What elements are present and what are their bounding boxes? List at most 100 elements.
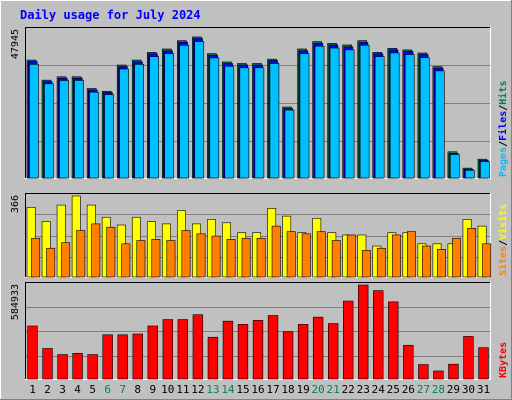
bar-kbytes-day-13 bbox=[207, 336, 219, 380]
bar-kbytes-day-3 bbox=[57, 354, 68, 380]
bar-sites-day-14 bbox=[226, 239, 236, 278]
y-max-label: 584933 bbox=[10, 284, 21, 320]
series-label-kbytes: KBytes bbox=[498, 342, 509, 378]
bar-sites-day-1 bbox=[31, 237, 41, 278]
day-label-23: 23 bbox=[357, 383, 370, 396]
bar-sites-day-24 bbox=[376, 247, 386, 278]
bar-kbytes-day-24 bbox=[373, 290, 384, 380]
bar-sites-day-16 bbox=[256, 237, 266, 278]
bar-kbytes-day-31 bbox=[478, 347, 489, 380]
bar-sites-day-23 bbox=[361, 250, 371, 278]
day-label-1: 1 bbox=[29, 383, 36, 396]
bar-pages-day-7 bbox=[119, 68, 129, 179]
day-label-4: 4 bbox=[74, 383, 81, 396]
bar-kbytes-day-20 bbox=[312, 316, 324, 380]
y-max-label: 366 bbox=[10, 195, 21, 213]
bar-kbytes-day-16 bbox=[252, 320, 264, 380]
bar-pages-day-26 bbox=[404, 54, 415, 179]
series-axis-label: Sites/Visits bbox=[497, 204, 509, 276]
day-label-10: 10 bbox=[161, 383, 174, 396]
bar-pages-day-16 bbox=[254, 67, 265, 179]
series-axis-label: KBytes bbox=[498, 342, 509, 378]
bar-sites-day-18 bbox=[286, 231, 296, 278]
day-label-17: 17 bbox=[266, 383, 279, 396]
bar-sites-day-11 bbox=[181, 230, 191, 278]
bar-kbytes-day-30 bbox=[463, 336, 474, 380]
bar-kbytes-day-10 bbox=[162, 319, 173, 380]
bar-sites-day-31 bbox=[482, 243, 492, 278]
bar-sites-day-21 bbox=[331, 240, 341, 278]
bar-pages-day-30 bbox=[465, 169, 475, 179]
bar-kbytes-day-18 bbox=[282, 331, 294, 380]
bar-pages-day-23 bbox=[359, 44, 370, 179]
bar-kbytes-day-27 bbox=[418, 364, 429, 380]
day-label-15: 15 bbox=[236, 383, 249, 396]
bar-pages-day-5 bbox=[89, 91, 99, 179]
bar-sites-day-20 bbox=[316, 231, 326, 278]
bar-sites-day-3 bbox=[61, 242, 71, 278]
kbytes-panel: 584933 KBytes bbox=[10, 282, 509, 380]
bar-kbytes-day-26 bbox=[403, 344, 414, 380]
day-label-26: 26 bbox=[402, 383, 415, 396]
day-label-14: 14 bbox=[221, 383, 235, 396]
day-label-27: 27 bbox=[417, 383, 430, 396]
bar-pages-day-27 bbox=[419, 57, 430, 179]
day-label-29: 29 bbox=[447, 383, 460, 396]
bar-kbytes-day-21 bbox=[327, 323, 339, 380]
bar-kbytes-day-14 bbox=[222, 320, 234, 380]
day-labels: 1 2 3 4 5 6 7 8 9 10 11 12 13 14 15 16 17 18 19 20 21 22 23 24 2… bbox=[29, 383, 490, 396]
bar-kbytes-day-15 bbox=[237, 324, 249, 380]
bar-pages-day-21 bbox=[329, 47, 340, 179]
day-label-25: 25 bbox=[387, 383, 400, 396]
bar-sites-day-7 bbox=[121, 243, 131, 278]
series-label-separator: / bbox=[498, 105, 509, 111]
bar-kbytes-day-7 bbox=[117, 334, 128, 380]
bar-pages-day-29 bbox=[449, 154, 460, 179]
bar-kbytes-day-12 bbox=[192, 314, 204, 380]
bar-sites-day-5 bbox=[91, 223, 101, 278]
bar-kbytes-day-23 bbox=[358, 284, 369, 380]
bar-sites-day-30 bbox=[467, 228, 477, 278]
bar-kbytes-day-22 bbox=[343, 300, 354, 380]
series-label-files: Files bbox=[497, 111, 509, 141]
bar-pages-day-10 bbox=[164, 53, 175, 179]
day-label-20: 20 bbox=[312, 383, 325, 396]
day-label-13: 13 bbox=[206, 383, 219, 396]
bar-kbytes-day-4 bbox=[72, 352, 83, 380]
day-label-6: 6 bbox=[104, 383, 111, 396]
day-label-2: 2 bbox=[44, 383, 51, 396]
bar-sites-day-2 bbox=[46, 247, 56, 278]
bar-sites-day-15 bbox=[241, 237, 251, 278]
bar-pages-day-6 bbox=[104, 94, 114, 179]
series-label-separator: / bbox=[498, 141, 509, 147]
day-label-11: 11 bbox=[176, 383, 189, 396]
day-label-19: 19 bbox=[296, 383, 309, 396]
series-label-sites: Sites bbox=[497, 246, 509, 276]
series-label-pages: Pages bbox=[498, 147, 509, 177]
day-label-3: 3 bbox=[59, 383, 66, 396]
bar-sites-day-29 bbox=[452, 237, 461, 278]
day-label-30: 30 bbox=[462, 383, 475, 396]
day-label-16: 16 bbox=[251, 383, 264, 396]
bar-sites-day-4 bbox=[76, 230, 86, 278]
y-max-label: 47945 bbox=[10, 29, 21, 59]
day-label-7: 7 bbox=[119, 383, 126, 396]
bar-kbytes-day-28 bbox=[433, 370, 444, 380]
bar-pages-day-28 bbox=[434, 70, 445, 179]
bar-pages-day-15 bbox=[239, 67, 250, 179]
series-label-hits: Hits bbox=[497, 81, 509, 105]
bar-pages-day-1 bbox=[29, 64, 39, 179]
chart-title: Daily usage for July 2024 bbox=[20, 8, 201, 22]
bar-kbytes-day-2 bbox=[42, 348, 53, 380]
bar-sites-day-12 bbox=[196, 233, 206, 278]
bar-sites-day-17 bbox=[271, 225, 281, 278]
bar-pages-day-4 bbox=[74, 80, 84, 179]
bar-sites-day-27 bbox=[422, 245, 431, 278]
bar-kbytes-day-8 bbox=[132, 333, 143, 380]
bar-pages-day-19 bbox=[299, 53, 310, 179]
bar-kbytes-day-9 bbox=[147, 325, 158, 380]
series-label-separator: / bbox=[498, 240, 509, 246]
bar-kbytes-day-29 bbox=[448, 363, 459, 380]
